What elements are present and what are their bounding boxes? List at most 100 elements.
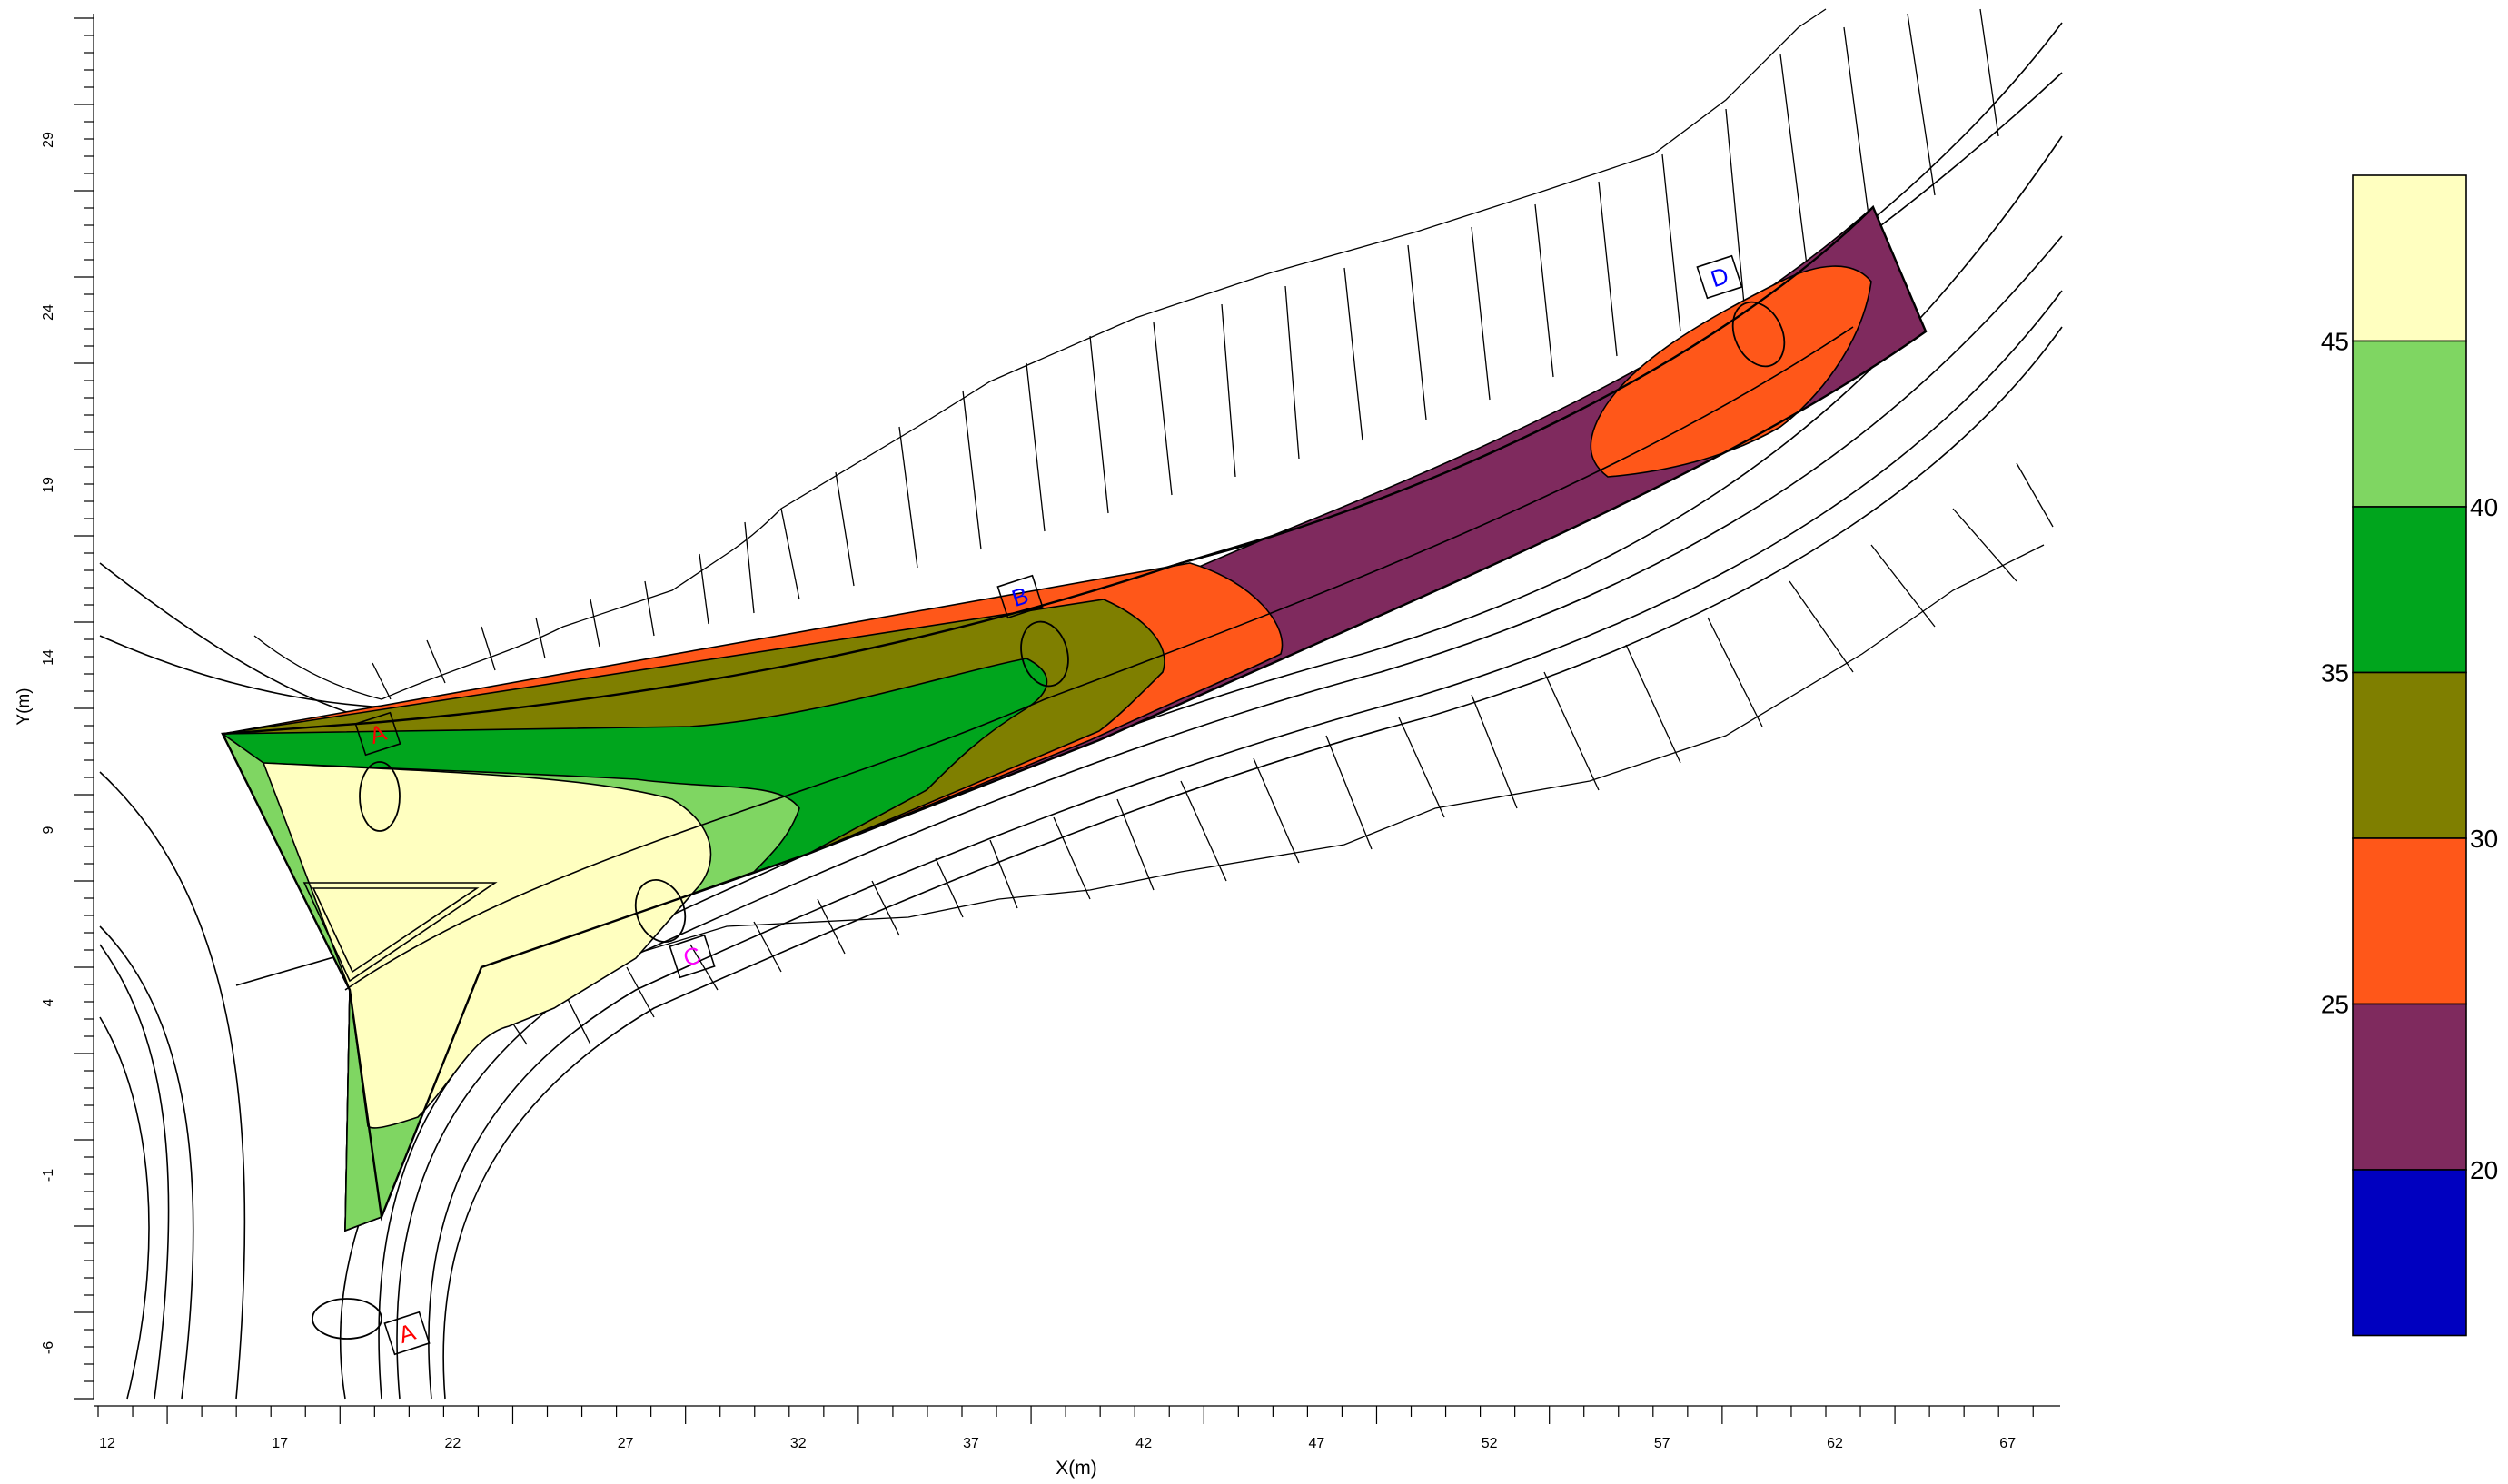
parcel-line bbox=[590, 599, 600, 648]
parcel-line bbox=[1253, 757, 1300, 864]
legend-label: 45 bbox=[2321, 328, 2349, 356]
marker-label: D bbox=[1707, 262, 1731, 292]
x-tick-label: 37 bbox=[963, 1436, 979, 1451]
parcel-line bbox=[744, 521, 755, 614]
parcel-line bbox=[689, 944, 719, 991]
parcel-line bbox=[1153, 322, 1173, 496]
parcel-line bbox=[1870, 544, 1936, 628]
parcel-line bbox=[780, 508, 800, 600]
y-tick-label: 4 bbox=[41, 998, 56, 1006]
parcel-line bbox=[1789, 580, 1854, 673]
parcel-line bbox=[1116, 798, 1155, 891]
ellipse-d bbox=[1731, 301, 1786, 368]
x-tick-label: 47 bbox=[1309, 1436, 1325, 1451]
marker-e: A bbox=[383, 1311, 431, 1356]
legend-swatch bbox=[2352, 1169, 2467, 1337]
legend-swatch bbox=[2352, 1003, 2467, 1171]
x-tick-label: 67 bbox=[1999, 1436, 2016, 1451]
ellipse-c bbox=[634, 879, 687, 943]
parcel-line bbox=[1053, 816, 1091, 900]
ellipse-a bbox=[359, 761, 401, 832]
parcel-line bbox=[1598, 181, 1618, 357]
roundabout-arc-4 bbox=[99, 1016, 150, 1400]
parcel-line bbox=[1180, 780, 1227, 882]
parcel-line bbox=[644, 580, 655, 637]
legend-label: 20 bbox=[2470, 1156, 2498, 1184]
parcel-line bbox=[626, 966, 655, 1018]
parcel-lines bbox=[372, 8, 2054, 1045]
y-tick-label: 9 bbox=[41, 826, 56, 834]
parcel-line bbox=[1221, 303, 1236, 478]
parcel-line bbox=[1979, 8, 1999, 137]
x-axis-title: X(m) bbox=[1056, 1458, 1097, 1479]
zone-45-above bbox=[262, 762, 712, 1129]
roundabout-arc-2 bbox=[99, 925, 194, 1400]
x-tick-label: 27 bbox=[618, 1436, 634, 1451]
legend-swatch bbox=[2352, 340, 2467, 508]
y-tick-label: 14 bbox=[41, 649, 56, 666]
y-axis-title: Y(m) bbox=[15, 688, 34, 725]
legend-swatch bbox=[2352, 506, 2467, 674]
roundabout-arc-3 bbox=[99, 944, 170, 1400]
x-tick-label: 22 bbox=[445, 1436, 461, 1451]
parcel-line bbox=[935, 857, 964, 918]
parcel-line bbox=[962, 390, 982, 550]
parcel-line bbox=[1625, 644, 1681, 764]
y-tick-label: 29 bbox=[41, 132, 56, 148]
north-lot-boundary bbox=[253, 8, 1827, 700]
x-tick-label: 32 bbox=[790, 1436, 807, 1451]
parcel-line bbox=[1534, 203, 1554, 378]
x-tick-label: 42 bbox=[1135, 1436, 1152, 1451]
ellipse-e bbox=[312, 1298, 382, 1340]
y-tick-label: -6 bbox=[41, 1341, 56, 1354]
marker-box bbox=[996, 574, 1044, 619]
x-tick-label: 17 bbox=[272, 1436, 288, 1451]
noise-contours bbox=[221, 205, 1927, 1232]
roundabout-arc-1 bbox=[99, 771, 246, 1400]
parcel-line bbox=[989, 839, 1018, 909]
parcel-line bbox=[1325, 735, 1373, 850]
parcel-line bbox=[1661, 153, 1681, 332]
parcel-line bbox=[1725, 108, 1745, 305]
road-edge-south-3 bbox=[428, 290, 2063, 1400]
legend-swatch bbox=[2352, 837, 2467, 1005]
legend-swatch bbox=[2352, 671, 2467, 839]
ellipse-b bbox=[1020, 620, 1069, 688]
parcel-line bbox=[1907, 13, 1936, 196]
y-minor-ticks bbox=[74, 17, 94, 1400]
marker-box bbox=[669, 934, 716, 979]
legend-label: 30 bbox=[2470, 825, 2498, 853]
marker-box bbox=[354, 711, 401, 757]
marker-label: C bbox=[679, 941, 704, 972]
y-tick-label: 19 bbox=[41, 477, 56, 493]
parcel-line bbox=[1343, 267, 1363, 441]
parcel-line bbox=[835, 471, 855, 587]
parcel-line bbox=[426, 639, 446, 684]
parcel-line bbox=[898, 426, 918, 569]
road-centerline bbox=[344, 326, 1854, 991]
parcel-line bbox=[1779, 54, 1809, 273]
y-tick-label: -1 bbox=[41, 1169, 56, 1182]
legend-label: 40 bbox=[2470, 493, 2498, 521]
parcel-line bbox=[535, 617, 546, 659]
parcel-line bbox=[1843, 26, 1872, 237]
road-edge-south-4 bbox=[442, 326, 2063, 1400]
x-tick-label: 12 bbox=[99, 1436, 115, 1451]
x-tick-label: 57 bbox=[1654, 1436, 1670, 1451]
parcel-line bbox=[1471, 226, 1491, 401]
parcel-line bbox=[372, 662, 392, 700]
parcel-line bbox=[817, 898, 846, 955]
x-tick-label: 62 bbox=[1827, 1436, 1843, 1451]
parcel-line bbox=[2016, 462, 2054, 528]
road-edge-south-2 bbox=[396, 235, 2063, 1400]
x-tick-labels: 12 17 22 27 32 37 42 47 52 57 62 67 bbox=[99, 1436, 2016, 1451]
parcel-line bbox=[481, 626, 496, 671]
parcel-line bbox=[1707, 617, 1763, 727]
parcel-line bbox=[753, 921, 782, 973]
parcel-line bbox=[1471, 694, 1518, 809]
parcel-line bbox=[1284, 285, 1300, 460]
marker-label: A bbox=[395, 1318, 419, 1349]
legend-swatch bbox=[2352, 174, 2467, 342]
triangle-island bbox=[302, 882, 498, 983]
